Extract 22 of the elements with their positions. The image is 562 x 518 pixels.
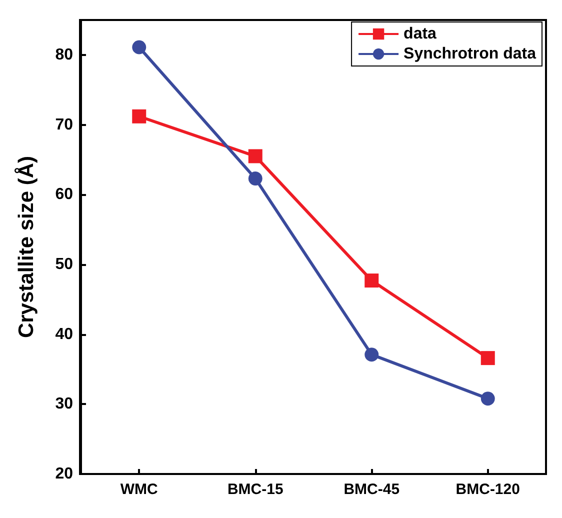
y-tick-label: 40 (55, 326, 74, 343)
point (364, 348, 379, 362)
y-tick-label: 20 (55, 466, 74, 482)
x-tick-label: WMC (120, 481, 158, 498)
y-tick-label: 70 (55, 116, 74, 134)
y-tick-label: 80 (55, 46, 74, 64)
y-axis-title: Crystallite size (Å) (14, 156, 38, 338)
legend-label: data (404, 26, 437, 42)
y-tick-label: 60 (55, 186, 74, 204)
point (132, 109, 146, 124)
y-tick-label: 30 (55, 396, 74, 413)
point (248, 172, 262, 186)
legend-label: Synchrotron data (404, 46, 536, 62)
point (132, 40, 146, 54)
point (480, 351, 495, 366)
x-tick-label: BMC-45 (344, 481, 400, 498)
point (480, 392, 495, 406)
y-tick-label: 50 (55, 256, 74, 273)
x-tick-label: BMC-15 (227, 481, 284, 498)
point (248, 149, 262, 164)
x-tick-label: BMC-120 (456, 481, 520, 498)
point (364, 274, 379, 288)
